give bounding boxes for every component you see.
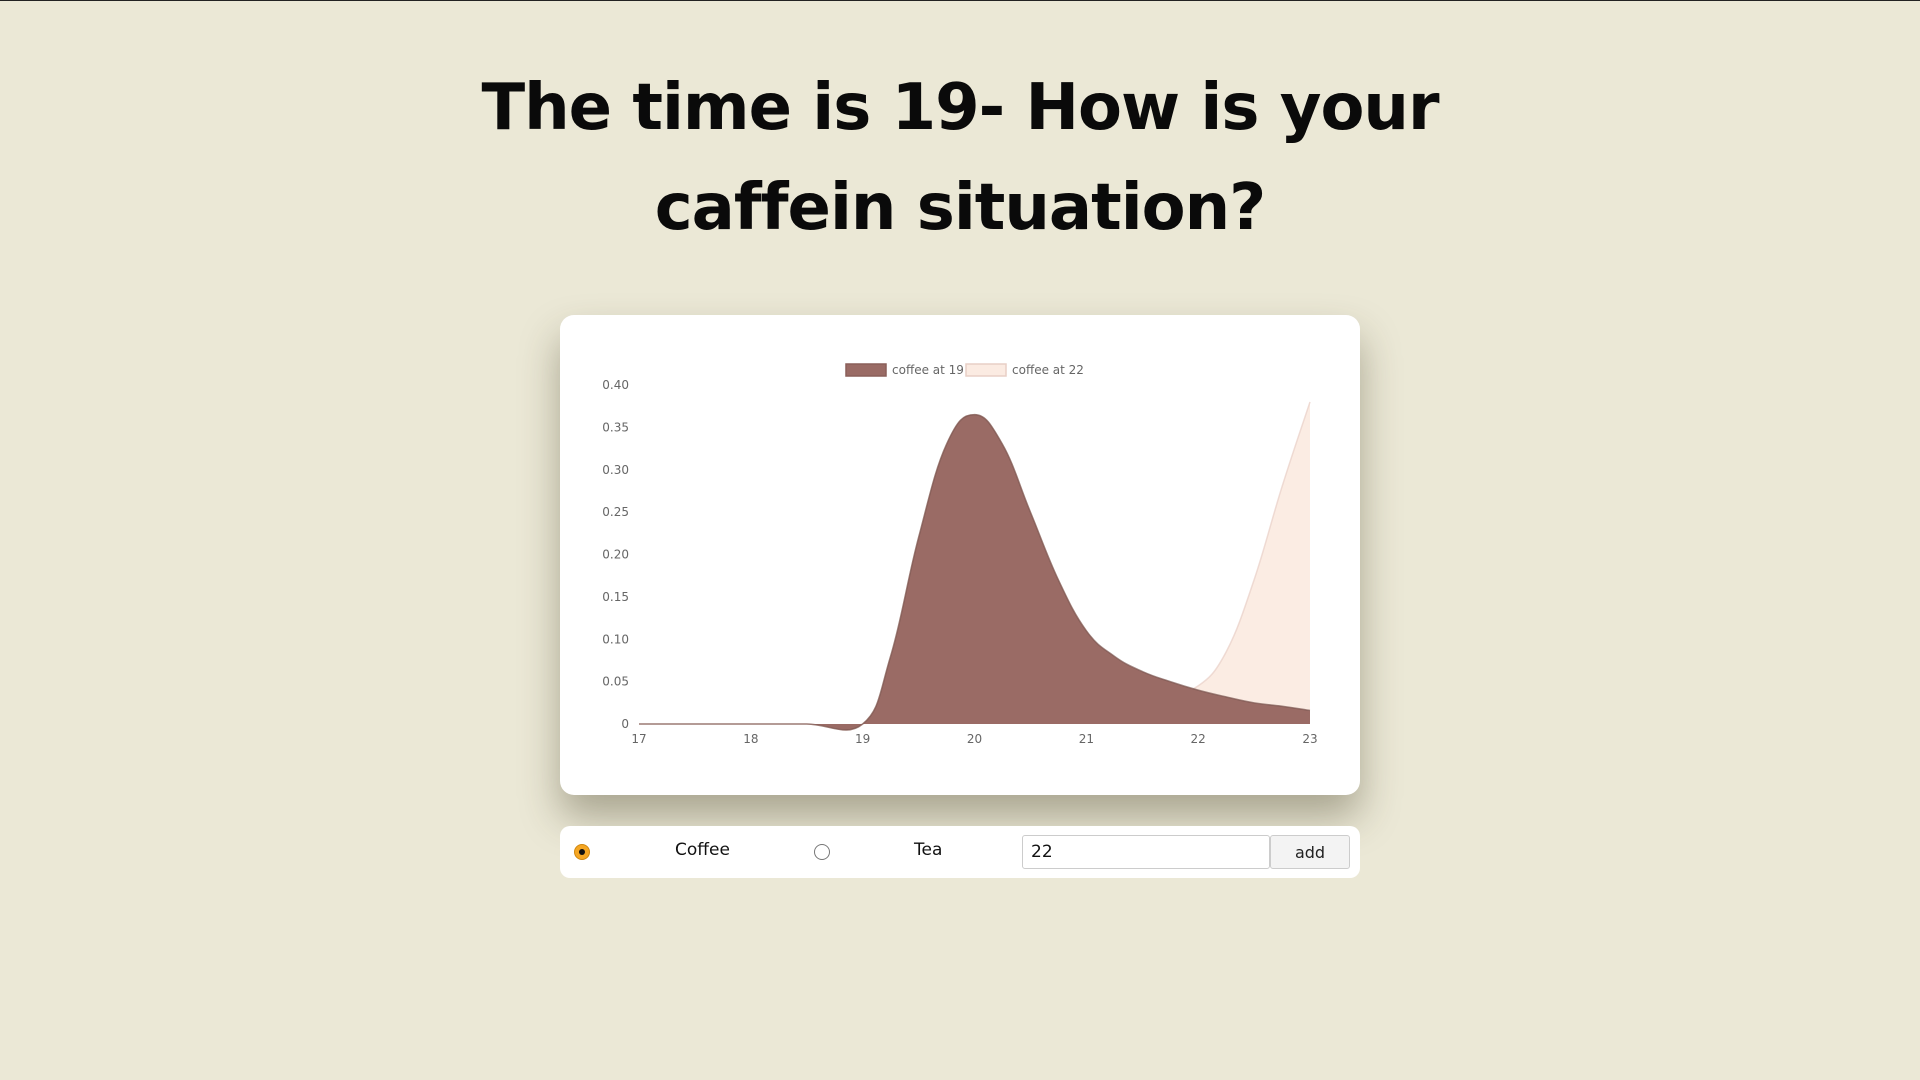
- x-tick-label: 22: [1191, 732, 1206, 746]
- y-tick-label: 0.05: [602, 675, 629, 689]
- x-tick-label: 20: [967, 732, 982, 746]
- x-tick-label: 17: [631, 732, 646, 746]
- drink-controls: Coffee Tea add: [560, 826, 1360, 878]
- chart-series: [639, 401, 1311, 731]
- x-tick-label: 19: [855, 732, 870, 746]
- y-tick-label: 0.35: [602, 420, 629, 434]
- x-tick-label: 21: [1079, 732, 1094, 746]
- top-border: [0, 0, 1920, 1]
- tea-radio[interactable]: [814, 844, 830, 860]
- x-axis: 17 18 19 20 21 22 23: [631, 732, 1317, 746]
- legend-label-1[interactable]: coffee at 19: [892, 363, 964, 377]
- y-tick-label: 0.20: [602, 548, 629, 562]
- y-tick-label: 0.10: [602, 632, 629, 646]
- tea-label: Tea: [914, 840, 943, 860]
- y-tick-label: 0.15: [602, 590, 629, 604]
- legend-label-2[interactable]: coffee at 22: [1012, 363, 1084, 377]
- legend-swatch-1[interactable]: [845, 363, 887, 377]
- coffee-radio[interactable]: [574, 844, 590, 860]
- y-tick-label: 0.25: [602, 505, 629, 519]
- chart-legend: coffee at 19 coffee at 22: [845, 363, 1084, 377]
- x-tick-label: 18: [743, 732, 758, 746]
- time-input[interactable]: [1022, 835, 1270, 869]
- x-tick-label: 23: [1302, 732, 1317, 746]
- add-button[interactable]: add: [1270, 835, 1350, 869]
- series-area-1: [639, 414, 1310, 731]
- y-axis: 0 0.05 0.10 0.15 0.20 0.25 0.30 0.35 0.40: [602, 378, 629, 731]
- chart-card: coffee at 19 coffee at 22 0 0.05 0.10 0.15 0.…: [560, 315, 1360, 795]
- y-tick-label: 0.40: [602, 378, 629, 392]
- series-line-1: [639, 413, 1311, 731]
- coffee-label: Coffee: [675, 840, 730, 860]
- page-title: The time is 19- How is your caffein situ…: [481, 71, 1439, 245]
- legend-swatch-2[interactable]: [965, 363, 1007, 377]
- caffeine-chart: coffee at 19 coffee at 22 0 0.05 0.10 0.15 0.…: [602, 363, 1317, 746]
- y-tick-label: 0.30: [602, 463, 629, 477]
- y-tick-label: 0: [621, 717, 629, 731]
